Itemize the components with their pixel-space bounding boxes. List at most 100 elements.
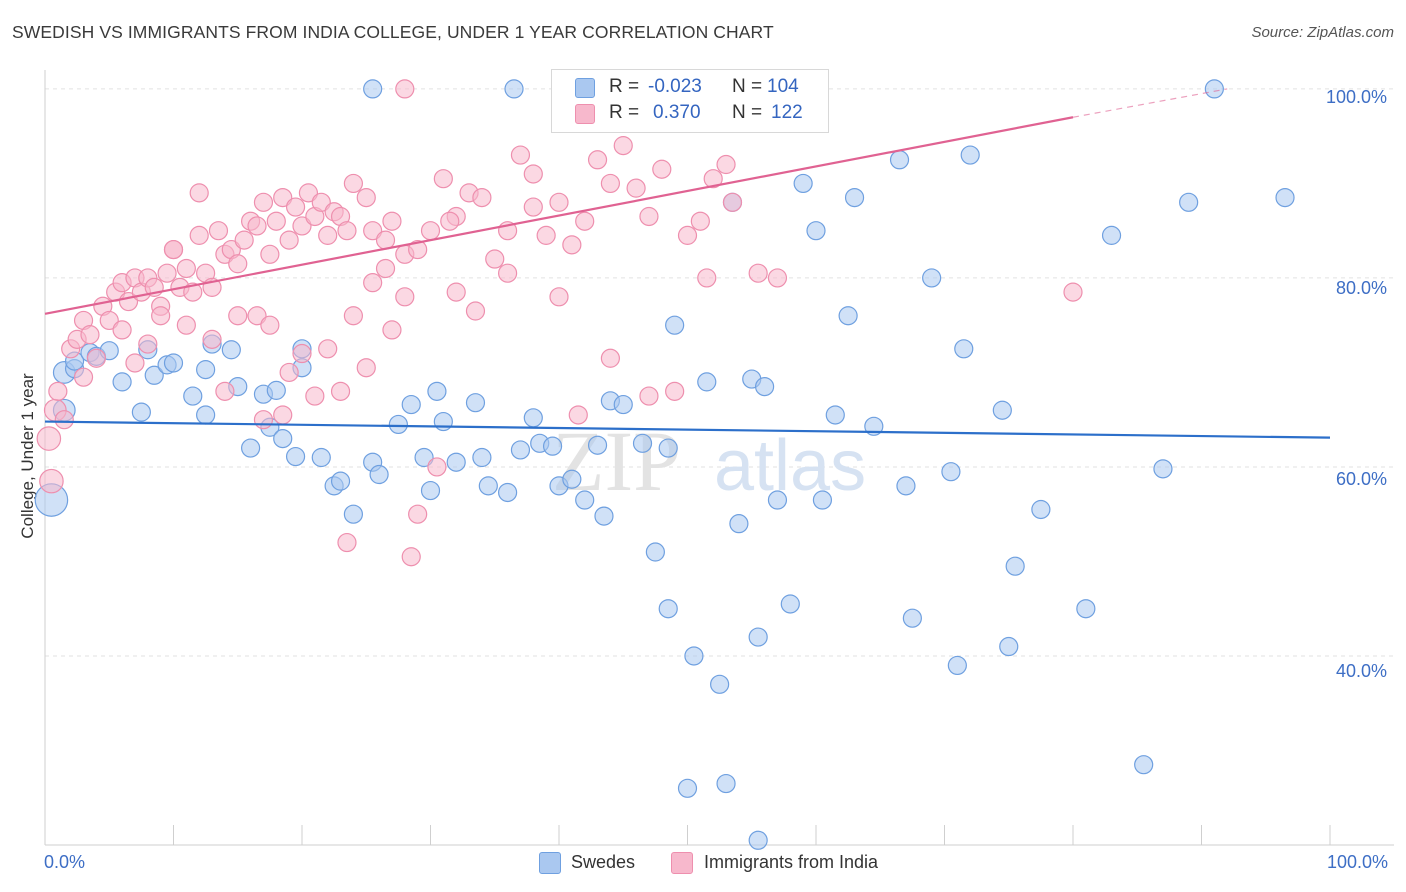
point-swedes <box>658 438 678 458</box>
point-india <box>427 457 447 477</box>
point-india <box>639 386 659 406</box>
point-swedes <box>1134 755 1154 775</box>
point-india <box>549 192 569 212</box>
y-tick-label-80: 80.0% <box>1336 278 1388 298</box>
point-swedes <box>806 221 826 241</box>
point-india <box>48 381 68 401</box>
point-swedes <box>844 187 865 208</box>
point-india <box>138 334 158 354</box>
point-india <box>1063 282 1083 302</box>
point-india <box>311 192 331 212</box>
point-swedes <box>793 173 813 194</box>
point-swedes <box>825 405 845 425</box>
point-swedes <box>414 447 434 468</box>
point-swedes <box>343 504 363 524</box>
point-india <box>176 258 196 279</box>
point-swedes <box>645 542 665 562</box>
point-india <box>279 362 299 383</box>
point-swedes <box>1005 556 1025 576</box>
stats-r-label: R = <box>609 102 640 123</box>
point-india <box>183 282 203 302</box>
x-tick-label-min: 0.0% <box>44 852 86 872</box>
point-india <box>523 197 543 217</box>
point-india <box>465 301 486 321</box>
point-swedes <box>131 402 151 422</box>
point-india <box>716 154 736 175</box>
axes <box>44 70 1394 846</box>
watermark-atlas: atlas <box>714 426 866 506</box>
point-india <box>395 79 415 99</box>
point-india <box>330 381 351 401</box>
point-india <box>408 239 428 260</box>
stats-r-value: 0.370 <box>653 102 701 123</box>
point-swedes <box>960 145 980 165</box>
point-swedes <box>523 408 543 428</box>
point-swedes <box>922 268 942 288</box>
point-swedes <box>311 447 331 468</box>
point-india <box>356 358 376 378</box>
point-india <box>472 187 492 208</box>
point-swedes <box>144 365 164 385</box>
point-swedes <box>697 372 717 392</box>
point-india <box>260 244 280 264</box>
point-india <box>575 211 595 231</box>
point-india <box>626 178 646 198</box>
point-india <box>99 310 119 331</box>
point-india <box>600 348 621 368</box>
y-tick-label-60: 60.0% <box>1336 469 1388 489</box>
point-swedes <box>266 380 286 400</box>
point-india <box>157 263 177 283</box>
point-swedes <box>1204 79 1224 99</box>
point-india <box>343 173 363 194</box>
point-swedes <box>902 608 922 628</box>
point-india <box>298 183 319 203</box>
point-india <box>600 173 621 194</box>
point-india <box>208 221 229 241</box>
point-swedes <box>273 428 293 449</box>
point-swedes <box>504 79 524 99</box>
trend-line-india <box>44 116 1074 315</box>
legend-swatch-swedes <box>539 852 561 874</box>
point-swedes <box>562 469 582 489</box>
point-swedes <box>954 339 974 359</box>
point-swedes <box>196 360 216 380</box>
point-swedes <box>420 480 441 501</box>
point-india <box>73 367 94 387</box>
point-india <box>420 221 441 241</box>
point-india <box>163 239 184 260</box>
point-india <box>253 410 274 430</box>
point-india <box>189 183 209 203</box>
point-india <box>395 287 415 307</box>
point-india <box>54 410 74 430</box>
point-india <box>562 235 582 255</box>
point-india <box>176 315 196 335</box>
stats-box: R = -0.023 N = 104 R = 0.370 N = 122 <box>551 69 829 133</box>
stats-r-value: -0.023 <box>648 76 702 97</box>
point-india <box>382 211 402 231</box>
point-swedes <box>941 462 961 482</box>
point-india <box>677 225 698 245</box>
point-india <box>485 249 505 269</box>
point-swedes <box>183 386 203 406</box>
point-swedes <box>363 79 383 99</box>
point-india <box>536 225 556 245</box>
stats-swatch-swedes <box>575 78 595 98</box>
point-swedes <box>999 636 1019 657</box>
point-india <box>234 230 254 250</box>
y-tick-label-40: 40.0% <box>1336 661 1388 681</box>
legend-label-swedes: Swedes <box>571 852 636 872</box>
stats-n-label: N = <box>732 76 763 97</box>
stats-r-label: R = <box>609 76 640 97</box>
point-swedes <box>1275 187 1295 208</box>
point-india <box>446 282 466 302</box>
point-india <box>337 532 357 553</box>
stats-n-value: 104 <box>767 76 799 97</box>
point-swedes <box>1076 599 1096 619</box>
point-india <box>39 468 64 494</box>
point-swedes <box>1101 225 1122 245</box>
point-swedes <box>285 446 306 467</box>
point-swedes <box>427 381 447 401</box>
point-swedes <box>1031 499 1051 520</box>
legend: Swedes Immigrants from India <box>0 852 1406 876</box>
point-india <box>510 145 531 165</box>
